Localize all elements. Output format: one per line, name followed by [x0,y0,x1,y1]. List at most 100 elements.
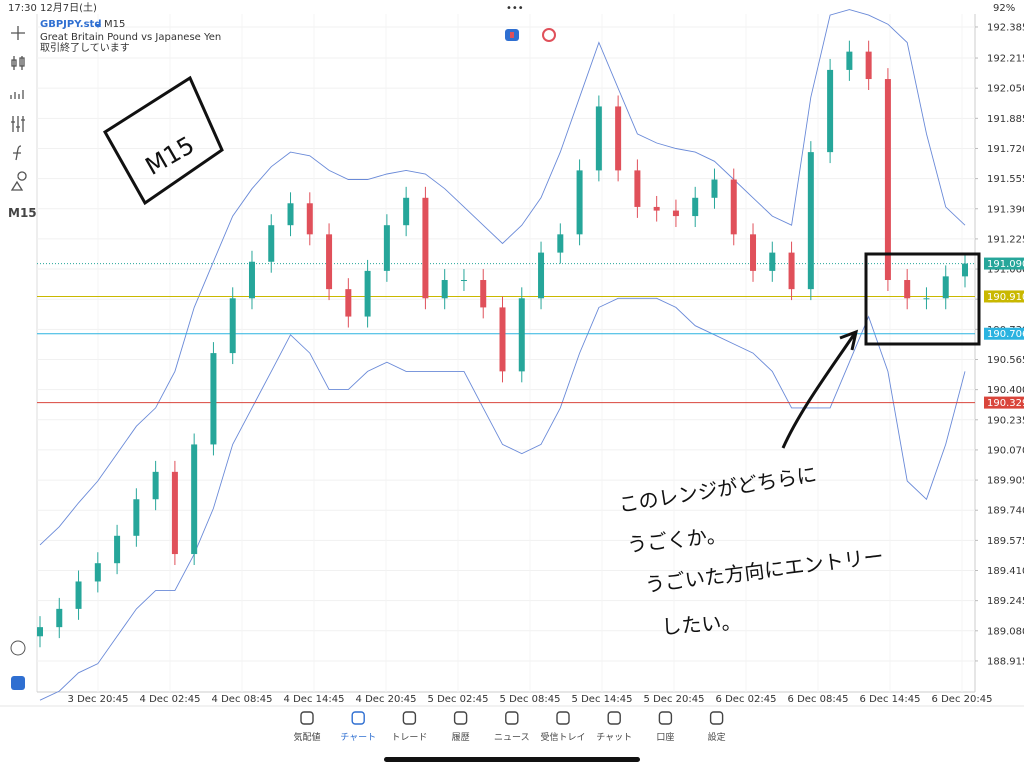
candle-body [152,471,159,500]
x-tick-label: 4 Dec 08:45 [212,694,273,705]
candle-body [884,79,891,281]
sidebar-timeframe[interactable]: M15 [8,206,37,220]
candle-body [576,170,583,235]
y-tick-label: 189.905 [987,476,1024,487]
nav-label[interactable]: 口座 [656,731,674,743]
candle-body [788,252,795,290]
symbol-dropdown[interactable] [95,24,101,28]
candle-body [518,298,525,372]
candle-body [94,563,101,582]
candle-body [923,298,930,300]
nav-label[interactable]: ニュース [494,733,530,743]
price-level-tag [984,257,1024,270]
market-status: 取引終了しています [40,41,130,54]
candle-body [595,106,602,171]
range-box [864,252,981,346]
nav-label[interactable]: 設定 [708,731,726,743]
candle-body [75,581,82,609]
candle-body [268,225,275,262]
candle-body [499,307,506,372]
status-date: 12月7日(土) [40,1,97,14]
price-level-label: 190.910 [987,292,1024,303]
candle-body [210,353,217,445]
candle-body [615,106,622,171]
candle-body [441,280,448,299]
x-tick-label: 6 Dec 14:45 [860,694,921,705]
nav-icon[interactable] [556,711,570,725]
handle-dots: ••• [506,3,524,14]
nav-icon[interactable] [351,711,365,725]
x-tick-label: 6 Dec 08:45 [788,694,849,705]
x-tick-label: 6 Dec 20:45 [932,694,993,705]
y-tick-label: 190.400 [987,385,1024,396]
tool-chart-type[interactable] [11,56,25,70]
nav-icon[interactable] [709,711,724,725]
candle-body [904,280,911,299]
candle-body [114,535,121,564]
nav-label[interactable]: 履歴 [452,732,470,743]
nav-bar: 気配値 チャート トレード 履歴 ニュース 受信トレイ チャット 口座 設定 [293,711,726,743]
signal-button[interactable] [542,28,556,42]
nav-icon[interactable] [658,711,673,725]
y-tick-label: 188.915 [987,656,1024,667]
nav-icon[interactable] [453,711,468,725]
tool-objects[interactable] [10,171,27,191]
candle-body [133,499,140,536]
candle-body [557,234,564,253]
home-indicator [384,757,640,762]
candle-body [460,280,467,282]
y-tick-label: 190.070 [987,445,1024,456]
y-tick-label: 192.215 [987,54,1024,65]
y-tick-label: 191.885 [987,114,1024,125]
y-tick-label: 192.385 [987,22,1024,33]
y-tick-label: 191.390 [987,204,1024,215]
note-line: したい。 [661,609,742,639]
x-tick-label: 5 Dec 02:45 [428,694,489,705]
tool-app[interactable] [11,676,25,690]
tool-signal[interactable] [10,640,26,656]
nav-icon[interactable] [402,711,417,725]
tool-settings[interactable] [11,116,25,132]
symbol[interactable]: GBPJPY.std [40,19,101,30]
x-tick-label: 5 Dec 20:45 [644,694,705,705]
candle-body [56,608,63,628]
y-tick-label: 189.080 [987,626,1024,637]
x-tick-label: 4 Dec 14:45 [284,694,345,705]
candle-body [692,197,699,217]
candle-body [37,627,43,637]
tool-function[interactable] [13,145,22,161]
symbol-description: Great Britain Pound vs Japanese Yen [40,32,221,43]
tool-indicators[interactable] [10,90,24,99]
nav-label[interactable]: トレード [391,733,427,743]
nav-icon[interactable] [607,711,621,725]
nav-icon[interactable] [300,711,314,725]
price-level-tag [984,327,1024,340]
candle-body [730,179,737,235]
nav-label[interactable]: チャート [340,732,376,743]
y-tick-label: 191.720 [987,144,1024,155]
candle-body [229,298,236,354]
y-tick-label: 189.410 [987,566,1024,577]
candle-body [422,197,429,299]
nav-label[interactable]: 気配値 [293,731,320,743]
y-tick-label: 191.060 [987,265,1024,276]
price-level-label: 190.706 [987,329,1024,340]
x-tick-label: 5 Dec 08:45 [500,694,561,705]
nav-label[interactable]: 受信トレイ [540,731,585,743]
y-tick-label: 189.245 [987,596,1024,607]
candle-body [846,51,853,70]
status-battery: 92% [993,3,1015,14]
candle-body [672,210,679,217]
tool-crosshair[interactable] [11,26,25,40]
nav-label[interactable]: チャット [596,732,632,743]
candle-body [865,51,872,80]
y-tick-label: 189.740 [987,506,1024,517]
candle-body [769,252,776,271]
nav-icon[interactable] [505,711,519,725]
candle-body [306,203,313,235]
candle-body [962,263,968,277]
y-tick-label: 192.050 [987,84,1024,95]
candle-body [364,270,371,317]
